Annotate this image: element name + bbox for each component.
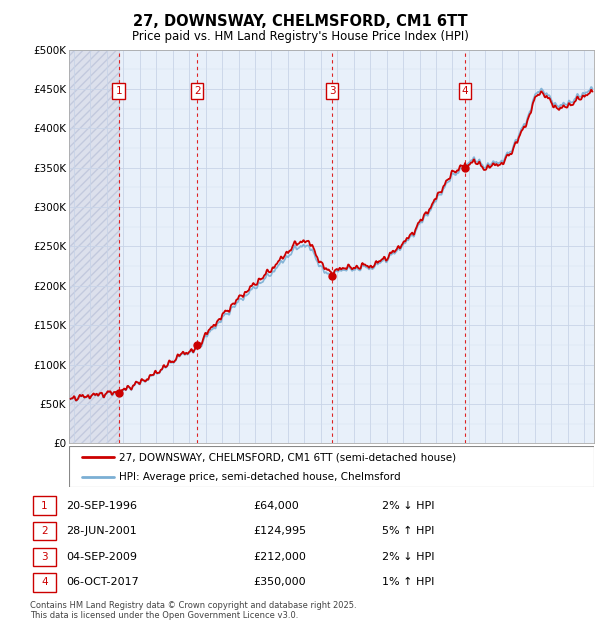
Text: This data is licensed under the Open Government Licence v3.0.: This data is licensed under the Open Gov… [30, 611, 298, 620]
FancyBboxPatch shape [33, 497, 56, 515]
FancyBboxPatch shape [33, 574, 56, 591]
Bar [69, 50, 119, 443]
Text: HPI: Average price, semi-detached house, Chelmsford: HPI: Average price, semi-detached house,… [119, 472, 401, 482]
Text: 2% ↓ HPI: 2% ↓ HPI [382, 552, 434, 562]
Text: Contains HM Land Registry data © Crown copyright and database right 2025.: Contains HM Land Registry data © Crown c… [30, 601, 356, 611]
Text: £212,000: £212,000 [253, 552, 306, 562]
FancyBboxPatch shape [33, 547, 56, 566]
Text: 27, DOWNSWAY, CHELMSFORD, CM1 6TT: 27, DOWNSWAY, CHELMSFORD, CM1 6TT [133, 14, 467, 29]
Text: 4: 4 [462, 86, 469, 96]
Text: 20-SEP-1996: 20-SEP-1996 [66, 501, 137, 511]
Text: 28-JUN-2001: 28-JUN-2001 [66, 526, 137, 536]
Text: 2: 2 [41, 526, 48, 536]
Text: 04-SEP-2009: 04-SEP-2009 [66, 552, 137, 562]
FancyBboxPatch shape [33, 522, 56, 541]
Text: £124,995: £124,995 [253, 526, 307, 536]
Bar [69, 50, 119, 443]
Text: 5% ↑ HPI: 5% ↑ HPI [382, 526, 434, 536]
Text: 1% ↑ HPI: 1% ↑ HPI [382, 577, 434, 587]
Text: 3: 3 [41, 552, 48, 562]
Text: 4: 4 [41, 577, 48, 587]
Text: 06-OCT-2017: 06-OCT-2017 [66, 577, 139, 587]
Text: 1: 1 [115, 86, 122, 96]
Text: 1: 1 [41, 501, 48, 511]
Text: £350,000: £350,000 [253, 577, 306, 587]
Text: Price paid vs. HM Land Registry's House Price Index (HPI): Price paid vs. HM Land Registry's House … [131, 30, 469, 43]
Text: 2: 2 [194, 86, 200, 96]
Text: £64,000: £64,000 [253, 501, 299, 511]
Text: 27, DOWNSWAY, CHELMSFORD, CM1 6TT (semi-detached house): 27, DOWNSWAY, CHELMSFORD, CM1 6TT (semi-… [119, 452, 456, 463]
Text: 2% ↓ HPI: 2% ↓ HPI [382, 501, 434, 511]
Text: 3: 3 [329, 86, 335, 96]
